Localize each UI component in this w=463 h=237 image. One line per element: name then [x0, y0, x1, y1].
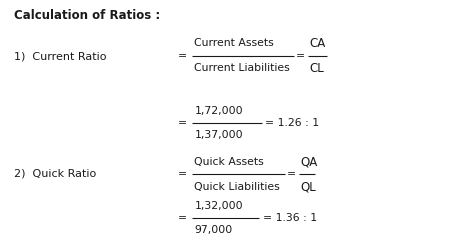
Text: Current Assets: Current Assets [194, 38, 274, 48]
Text: =: = [178, 51, 188, 61]
Text: =: = [287, 169, 296, 179]
Text: =: = [178, 118, 188, 128]
Text: 1,37,000: 1,37,000 [194, 130, 243, 140]
Text: 1,32,000: 1,32,000 [194, 201, 243, 211]
Text: QL: QL [300, 180, 316, 193]
Text: Current Liabilities: Current Liabilities [194, 63, 290, 73]
Text: = 1.26 : 1: = 1.26 : 1 [265, 118, 319, 128]
Text: 97,000: 97,000 [194, 225, 233, 235]
Text: = 1.36 : 1: = 1.36 : 1 [263, 213, 317, 223]
Text: =: = [178, 213, 188, 223]
Text: QA: QA [300, 155, 317, 168]
Text: CA: CA [309, 37, 325, 50]
Text: Quick Liabilities: Quick Liabilities [194, 182, 280, 191]
Text: 1)  Current Ratio: 1) Current Ratio [14, 52, 106, 62]
Text: Calculation of Ratios :: Calculation of Ratios : [14, 9, 160, 23]
Text: 1,72,000: 1,72,000 [194, 106, 243, 116]
Text: CL: CL [309, 62, 324, 74]
Text: =: = [178, 169, 188, 179]
Text: Quick Assets: Quick Assets [194, 157, 264, 167]
Text: 2)  Quick Ratio: 2) Quick Ratio [14, 168, 96, 178]
Text: =: = [296, 51, 306, 61]
